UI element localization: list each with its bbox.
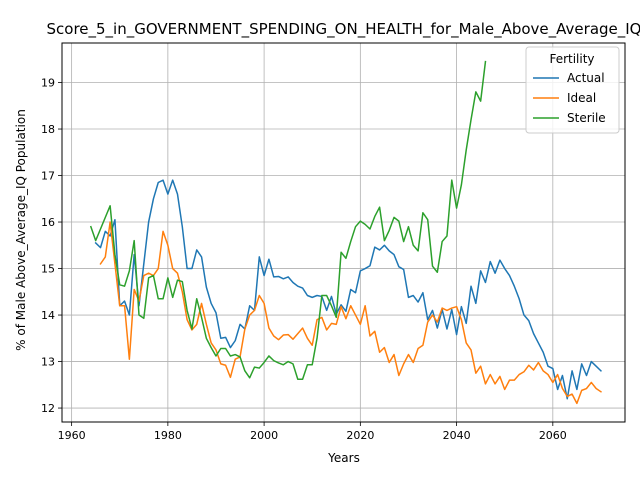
y-tick-label: 16 (41, 216, 55, 229)
y-tick-label: 14 (41, 309, 55, 322)
x-tick-label: 2040 (443, 429, 471, 442)
x-tick-label: 2020 (346, 429, 374, 442)
x-tick-label: 2000 (250, 429, 278, 442)
y-tick-label: 19 (41, 77, 55, 90)
chart-title: Score_5_in_GOVERNMENT_SPENDING_ON_HEALTH… (47, 20, 640, 39)
y-tick-label: 15 (41, 263, 55, 276)
x-tick-label: 2060 (539, 429, 567, 442)
legend-label-actual: Actual (567, 71, 605, 85)
y-tick-label: 17 (41, 170, 55, 183)
y-tick-label: 12 (41, 402, 55, 415)
y-tick-label: 18 (41, 123, 55, 136)
x-tick-label: 1960 (58, 429, 86, 442)
x-axis-label: Years (327, 451, 360, 465)
legend: Fertility Actual Ideal Sterile (526, 47, 619, 133)
legend-label-ideal: Ideal (567, 91, 596, 105)
legend-title: Fertility (549, 52, 594, 66)
y-tick-label: 13 (41, 356, 55, 369)
y-axis-label: % of Male Above_Average_IQ Population (14, 109, 28, 351)
legend-label-sterile: Sterile (567, 111, 606, 125)
x-tick-label: 1980 (154, 429, 182, 442)
